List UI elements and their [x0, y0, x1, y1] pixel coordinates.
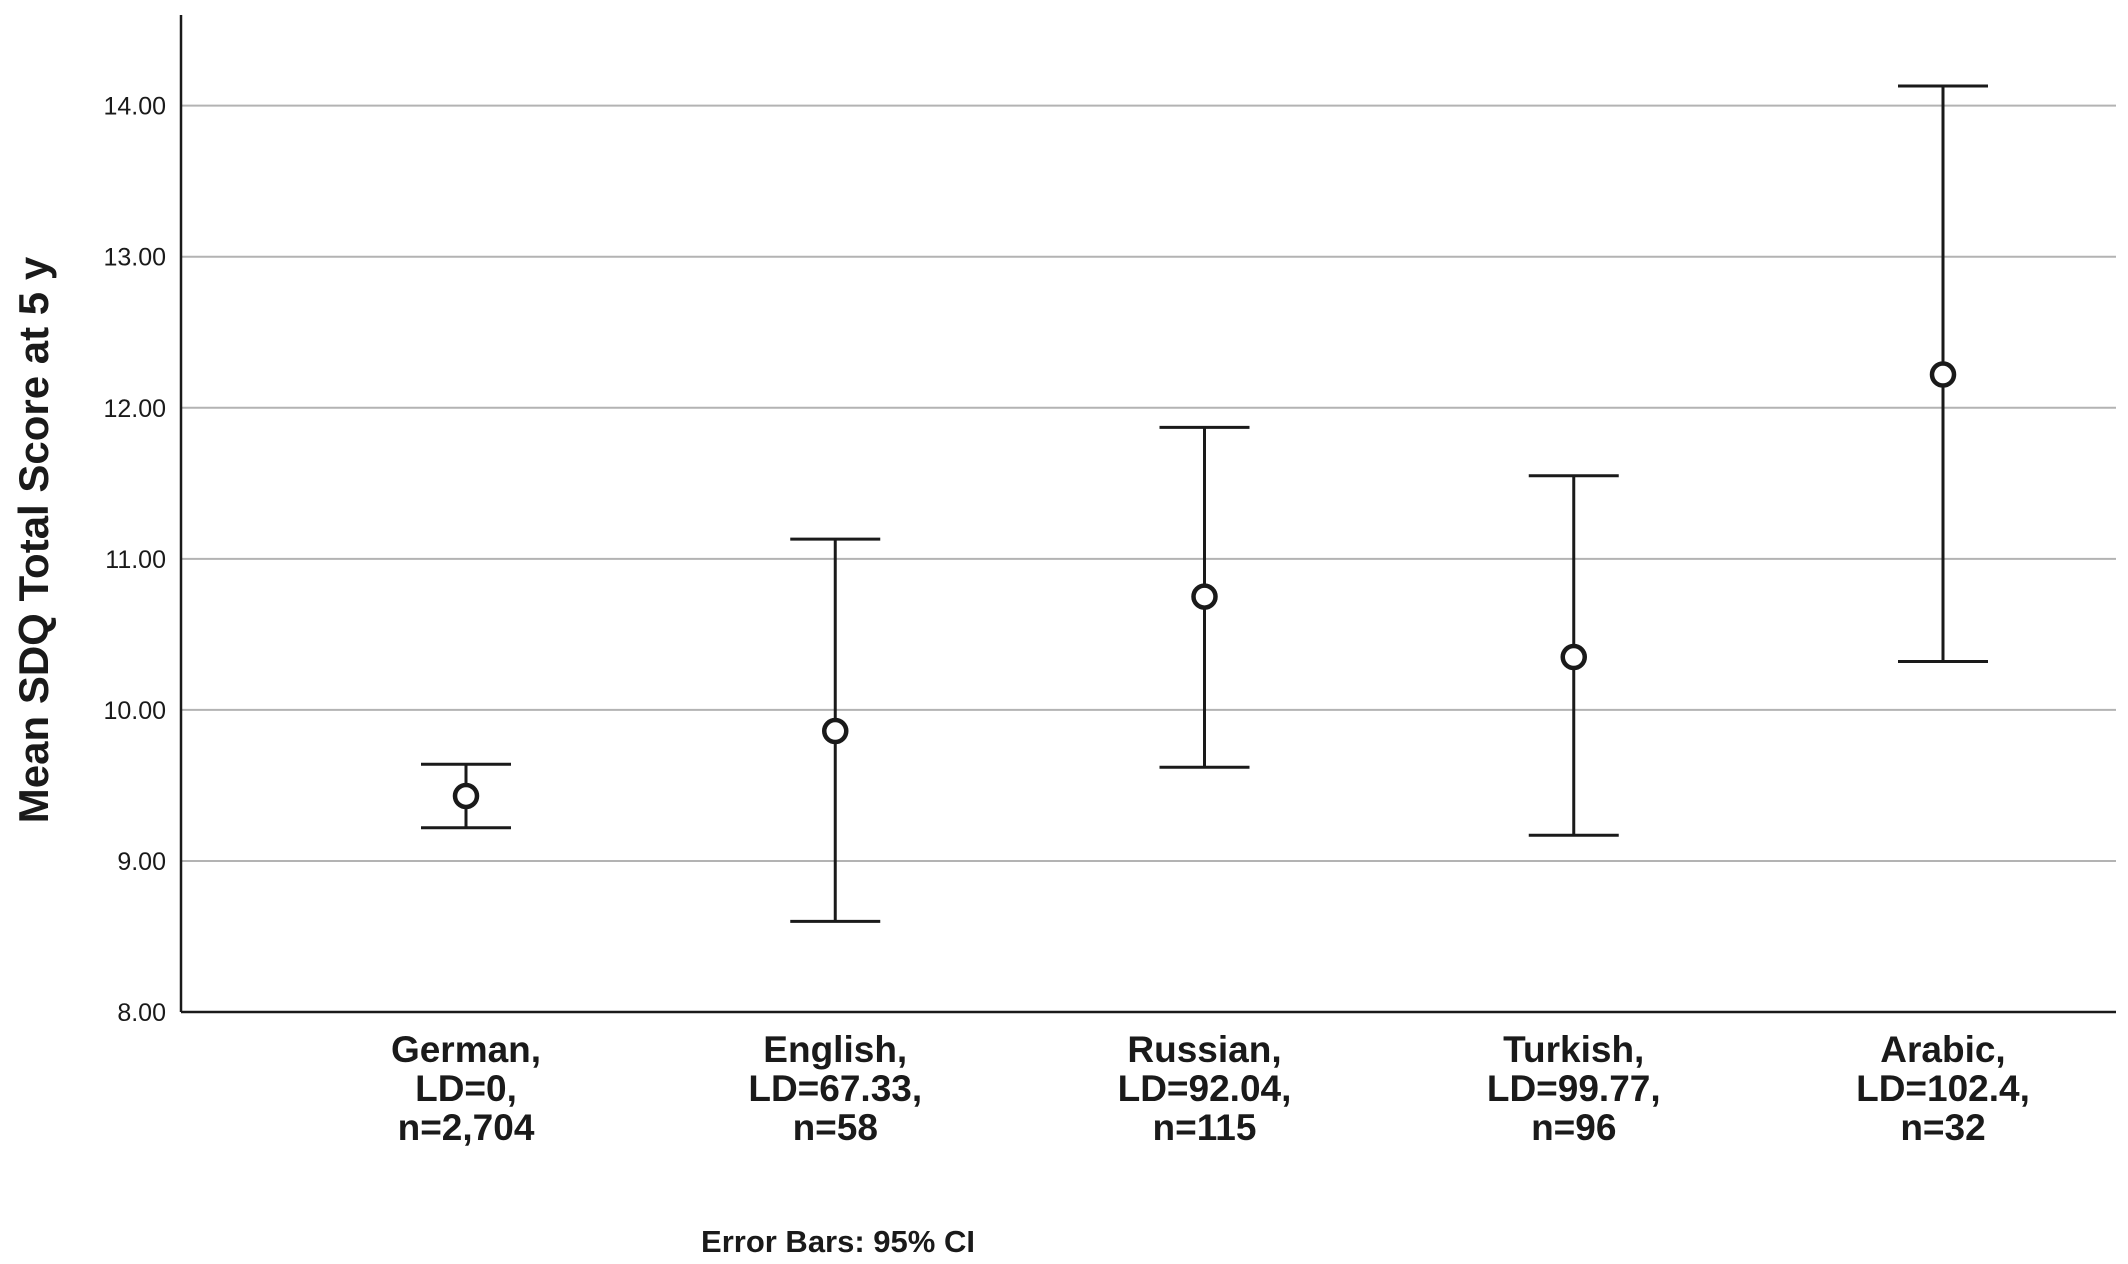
- category-label-line: LD=99.77,: [1487, 1068, 1661, 1109]
- category-label-line: n=32: [1900, 1107, 1985, 1148]
- error-bars-footnote: Error Bars: 95% CI: [701, 1224, 975, 1259]
- category-label-line: LD=67.33,: [748, 1068, 922, 1109]
- mean-marker: [452, 782, 480, 810]
- y-tick-label: 8.00: [117, 999, 166, 1027]
- mean-marker: [1191, 583, 1218, 610]
- y-tick-label: 11.00: [105, 546, 166, 574]
- category-label: Turkish, LD=99.77, n=96: [1487, 1029, 1661, 1148]
- category-label-line: n=58: [793, 1107, 878, 1148]
- y-tick-label: 12.00: [103, 395, 166, 423]
- category-label: Arabic, LD=102.4, n=32: [1856, 1029, 2030, 1148]
- category-label-line: Arabic,: [1880, 1029, 2005, 1070]
- error-bar-group: [790, 537, 881, 923]
- y-tick-label: 14.00: [103, 93, 166, 121]
- mean-marker: [1560, 643, 1587, 671]
- category-label-line: LD=102.4,: [1856, 1068, 2030, 1109]
- category-label-line: LD=92.04,: [1118, 1068, 1292, 1109]
- category-label: Russian, LD=92.04, n=115: [1118, 1029, 1292, 1148]
- category-label-line: n=115: [1153, 1107, 1257, 1148]
- category-label-line: n=96: [1531, 1107, 1616, 1148]
- error-bar-group: [1528, 474, 1619, 837]
- category-label-line: Russian,: [1127, 1029, 1281, 1070]
- y-tick-labels: 8.00 9.00 10.00 11.00 12.00 13.00 14.00: [103, 93, 166, 1027]
- gridlines: [181, 104, 2116, 862]
- category-label: German, LD=0, n=2,704: [391, 1029, 541, 1148]
- axes: [179, 15, 2116, 1014]
- error-bars: [421, 84, 1988, 923]
- mean-marker: [1929, 361, 1957, 388]
- category-label: English, LD=67.33, n=58: [748, 1029, 922, 1148]
- y-tick-label: 13.00: [103, 244, 166, 272]
- category-label-line: Turkish,: [1503, 1029, 1644, 1070]
- mean-marker: [822, 717, 849, 745]
- y-axis-title: Mean SDQ Total Score at 5 y: [10, 256, 57, 823]
- error-bar-group: [1159, 425, 1250, 769]
- y-tick-label: 10.00: [103, 697, 166, 725]
- category-label-line: LD=0,: [415, 1068, 517, 1109]
- category-label-line: English,: [763, 1029, 907, 1070]
- y-tick-label: 9.00: [117, 848, 166, 876]
- category-label-line: German,: [391, 1029, 541, 1070]
- error-bar-group: [1898, 84, 1988, 664]
- category-labels: German, LD=0, n=2,704 English, LD=67.33, n=58…: [391, 1029, 2030, 1148]
- error-bar-group: [421, 762, 511, 830]
- category-label-line: n=2,704: [398, 1107, 535, 1148]
